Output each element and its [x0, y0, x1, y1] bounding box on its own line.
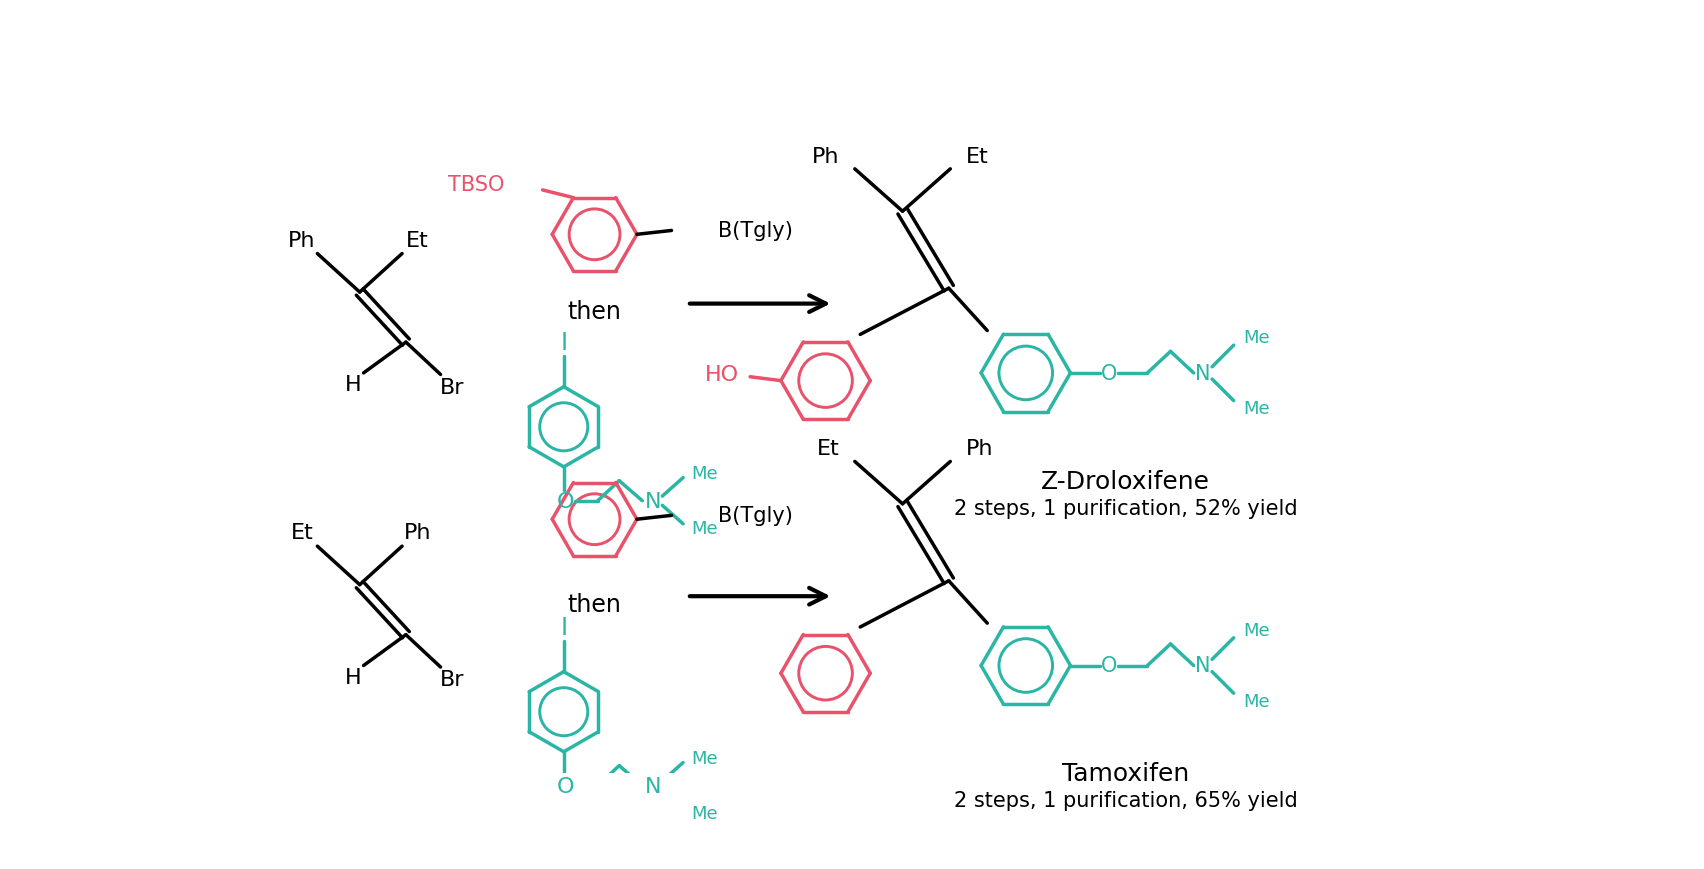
Text: Me: Me [690, 749, 717, 767]
Text: Me: Me [690, 464, 717, 482]
Text: Me: Me [690, 520, 717, 538]
Text: Z-Droloxifene: Z-Droloxifene [1041, 469, 1210, 493]
Text: Me: Me [1244, 692, 1269, 710]
Text: H: H [346, 375, 361, 395]
Text: Et: Et [406, 230, 429, 250]
Text: then: then [567, 300, 622, 324]
Text: Ph: Ph [811, 147, 840, 167]
Text: TBSO: TBSO [448, 175, 504, 195]
Text: Me: Me [690, 805, 717, 822]
Text: I: I [561, 615, 567, 640]
Text: N: N [1195, 656, 1210, 676]
Text: 2 steps, 1 purification, 65% yield: 2 steps, 1 purification, 65% yield [954, 790, 1298, 810]
Text: Et: Et [816, 439, 840, 459]
Text: Me: Me [1244, 621, 1269, 640]
Text: 2 steps, 1 purification, 52% yield: 2 steps, 1 purification, 52% yield [954, 498, 1298, 518]
Text: B(Tgly): B(Tgly) [717, 506, 792, 526]
Text: N: N [1195, 363, 1210, 383]
Text: B(Tgly): B(Tgly) [717, 222, 792, 242]
Text: N: N [644, 776, 661, 796]
Text: H: H [346, 667, 361, 687]
Text: Ph: Ph [288, 230, 315, 250]
Text: Ph: Ph [404, 522, 431, 542]
Text: Br: Br [440, 670, 465, 690]
Text: HO: HO [704, 365, 738, 385]
Text: O: O [557, 776, 574, 796]
Text: Ph: Ph [966, 439, 993, 459]
Text: then: then [567, 592, 622, 616]
Text: O: O [557, 491, 574, 511]
Text: Et: Et [291, 522, 314, 542]
Text: Et: Et [966, 147, 988, 167]
Text: Tamoxifen: Tamoxifen [1062, 761, 1189, 786]
Text: Me: Me [1244, 400, 1269, 418]
Text: N: N [644, 491, 661, 511]
Text: O: O [1101, 656, 1118, 676]
Text: O: O [1101, 363, 1118, 383]
Text: Me: Me [1244, 329, 1269, 347]
Text: I: I [561, 331, 567, 355]
Text: Br: Br [440, 377, 465, 397]
